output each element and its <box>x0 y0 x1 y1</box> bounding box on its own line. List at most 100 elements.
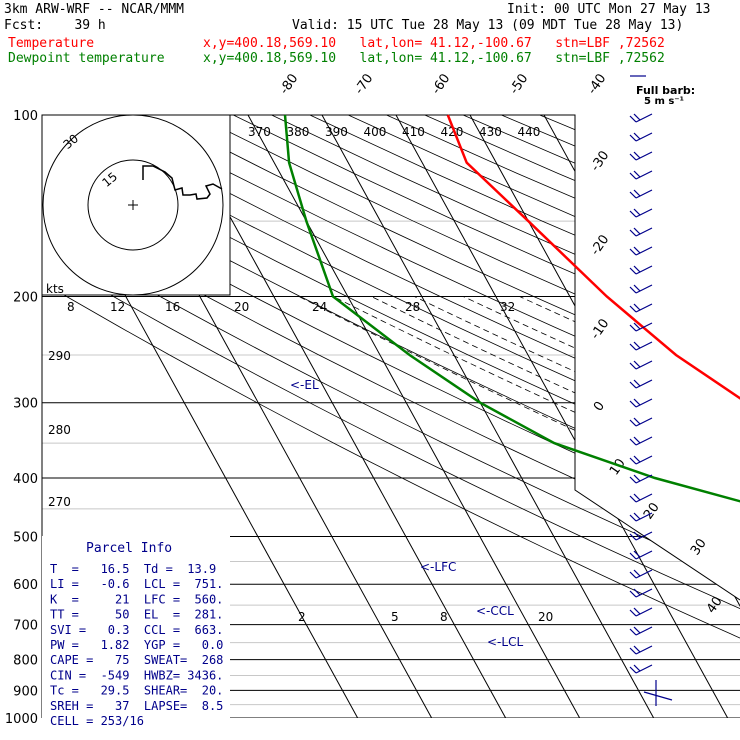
isotherm-line <box>395 115 729 718</box>
isotherm-label: 30 <box>688 536 710 558</box>
wind-barb-staff <box>635 474 653 484</box>
dry-adiabat <box>654 115 740 718</box>
wind-barb-staff <box>635 398 653 408</box>
wind-barb-flag <box>629 134 637 142</box>
pressure-label: 300 <box>13 397 38 412</box>
moist-adiabat <box>519 296 740 718</box>
wind-barb-flag <box>629 495 637 503</box>
wind-barb-flag <box>629 457 637 465</box>
wind-barb-flag <box>633 531 641 539</box>
wind-barb-staff <box>635 303 653 313</box>
parcel-info-line: SREH = 37 LAPSE= 8.5 <box>50 699 223 713</box>
parcel-info-line: T = 16.5 Td = 13.9 <box>50 562 216 576</box>
wind-barb <box>629 360 653 370</box>
wind-barb-flag <box>629 628 637 636</box>
wind-barb <box>629 531 653 541</box>
model-title: 3km ARW-WRF -- NCAR/MMM <box>4 2 185 17</box>
wind-barb-staff <box>635 588 653 598</box>
isotherm-line <box>247 115 581 718</box>
wind-barb-flag <box>633 151 641 159</box>
wind-barb-staff <box>635 265 653 275</box>
wind-barb <box>629 550 653 560</box>
wind-barb <box>629 398 653 408</box>
wind-barb-flag <box>629 362 637 370</box>
parcel-info-line: CELL = 253/16 <box>50 714 144 728</box>
wind-barb-staff <box>635 626 653 636</box>
dry-adiabat <box>309 115 740 718</box>
wind-barb <box>629 569 653 579</box>
pressure-label: 800 <box>13 654 38 669</box>
wind-barb-flag <box>629 115 637 123</box>
wind-barb-flag <box>633 626 641 634</box>
wind-barb-flag <box>633 588 641 596</box>
wind-barb-flag <box>633 664 641 672</box>
wind-barb-flag <box>629 571 637 579</box>
wind-barb <box>629 474 653 484</box>
parcel-info-line: PW = 1.82 YGP = 0.0 <box>50 638 223 652</box>
wind-barb <box>629 322 653 332</box>
wind-barb-flag <box>629 305 637 313</box>
full-barb-unit: 5 m s⁻¹ <box>644 96 684 107</box>
wind-barb-flag <box>633 208 641 216</box>
hodograph-center-mark <box>128 200 138 210</box>
hodograph-panel: 30 15 kts <box>41 114 231 296</box>
wind-barb-flag <box>633 322 641 330</box>
isotherm-line <box>543 115 740 718</box>
hodograph-speed-label: 16 <box>165 300 180 314</box>
wind-barb-staff <box>635 664 653 674</box>
dry-adiabat <box>501 115 740 718</box>
pressure-label: 500 <box>13 531 38 546</box>
parcel-info-line: SVI = 0.3 CCL = 663. <box>50 623 223 637</box>
valid-time: Valid: 15 UTC Tue 28 May 13 (09 MDT Tue … <box>292 18 684 33</box>
wind-barb-staff <box>635 379 653 389</box>
theta-label: 370 <box>248 125 271 139</box>
dry-adiabat <box>731 115 740 718</box>
wind-barb-flag <box>633 227 641 235</box>
el-marker: <-EL <box>290 378 319 392</box>
wind-barb-flag <box>629 153 637 161</box>
wind-barb-flag <box>629 552 637 560</box>
dry-adiabat <box>42 115 740 718</box>
wind-barb-flag <box>633 474 641 482</box>
parcel-info-title: Parcel Info <box>86 541 172 556</box>
wind-barb-staff <box>635 246 653 256</box>
mixing-ratio-label: 5 <box>391 610 399 624</box>
wind-barb-flag <box>633 170 641 178</box>
wind-barb-staff <box>635 208 653 218</box>
wind-barb-flag <box>633 436 641 444</box>
hodograph-speed-label: 12 <box>110 300 125 314</box>
wind-barb-flag <box>629 248 637 256</box>
wind-barb-flag <box>633 398 641 406</box>
wind-barb <box>629 265 653 275</box>
wind-barb-flag <box>633 607 641 615</box>
dry-adiabat <box>79 115 740 718</box>
dewpoint-line <box>283 114 740 503</box>
hodograph-kts-label: kts <box>46 282 64 296</box>
wind-barb-flag <box>629 609 637 617</box>
hodograph-speed-label: 20 <box>234 300 249 314</box>
dewpoint-legend: Dewpoint temperature <box>8 51 165 66</box>
dry-adiabat <box>233 115 740 718</box>
theta-label: 380 <box>287 125 310 139</box>
pressure-label: 400 <box>13 472 38 487</box>
wind-barb-staff <box>635 170 653 180</box>
theta-label: 430 <box>479 125 502 139</box>
wind-barb-flag <box>633 550 641 558</box>
wind-barb <box>629 436 653 446</box>
moist-adiabat <box>658 296 740 718</box>
wind-barb-flag <box>629 286 637 294</box>
theta-label: 410 <box>402 125 425 139</box>
parcel-info-line: CAPE = 75 SWEAT= 268 <box>50 653 223 667</box>
wind-barb-flag <box>633 417 641 425</box>
wind-barb <box>629 455 653 465</box>
theta-label: 440 <box>518 125 541 139</box>
wind-barb-staff <box>635 531 653 541</box>
parcel-info-line: K = 21 LFC = 560. <box>50 592 223 606</box>
wind-barb-staff <box>635 284 653 294</box>
theta-side-label: 290 <box>48 349 71 363</box>
isotherm-label: -80 <box>277 71 301 97</box>
wind-barb-flag <box>633 360 641 368</box>
wind-barb-flag <box>633 113 641 121</box>
full-barb-label: Full barb: <box>636 84 695 97</box>
